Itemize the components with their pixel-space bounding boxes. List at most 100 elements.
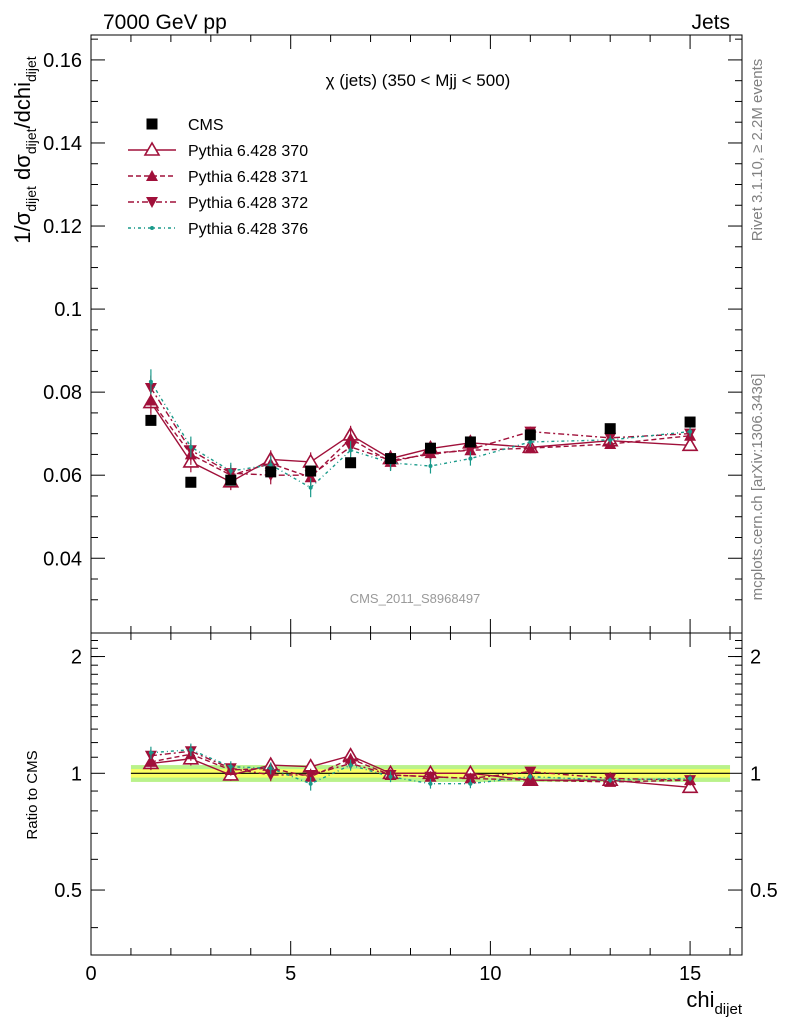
- series-line-p376: [150, 381, 691, 489]
- ratio-point-p372: [264, 769, 277, 781]
- legend-label: CMS: [188, 117, 224, 134]
- ratio-tick-label-right: 2: [750, 647, 761, 669]
- ratio-point-p372: [304, 769, 317, 781]
- legend-item-p376: Pythia 6.428 376: [128, 221, 308, 238]
- point-p376: [228, 469, 233, 474]
- ratio-point-p372: [424, 771, 437, 783]
- y-tick-label: 0.04: [43, 548, 82, 570]
- legend-label: Pythia 6.428 376: [188, 221, 308, 238]
- svg-text:1/σdijet dσdijet/dchidijet: 1/σdijet dσdijet/dchidijet: [10, 56, 39, 244]
- point-p376: [348, 448, 353, 453]
- point-p376: [608, 437, 613, 442]
- ratio-point-p376: [688, 776, 693, 781]
- ratio-point-p376: [308, 781, 313, 786]
- y-tick-label: 0.12: [43, 216, 82, 238]
- point-cms: [265, 466, 277, 478]
- point-p371: [524, 442, 537, 454]
- ratio-frame: [90, 632, 743, 956]
- ratio-axis-title: Ratio to CMS: [24, 750, 41, 839]
- legend-item-p370: Pythia 6.428 370: [128, 141, 308, 160]
- x-tick-label: 10: [479, 963, 501, 985]
- ratio-point-p372: [524, 766, 537, 778]
- x-tick-label: 0: [85, 963, 96, 985]
- legend-label: Pythia 6.428 370: [188, 143, 308, 160]
- point-p370: [681, 436, 699, 452]
- legend-item-p372: Pythia 6.428 372: [128, 195, 308, 212]
- point-p376: [308, 485, 313, 490]
- ratio-point-p376: [388, 774, 393, 779]
- legend-marker: [146, 197, 158, 208]
- y-tick-label: 0.1: [54, 299, 82, 321]
- point-cms: [684, 416, 696, 428]
- rivet-label: Rivet 3.1.10, ≥ 2.2M events: [749, 59, 766, 242]
- x-axis-title: chidijet: [686, 987, 742, 1018]
- point-p376: [188, 444, 193, 449]
- y-tick-label: 0.16: [43, 50, 82, 72]
- ratio-point-p376: [428, 781, 433, 786]
- point-p376: [428, 464, 433, 469]
- ratio-tick-label: 1: [71, 763, 82, 785]
- ratio-point-p376: [608, 778, 613, 783]
- y-axis-title: 1/σdijet dσdijet/dchidijet: [10, 56, 39, 244]
- point-cms: [225, 474, 237, 486]
- header-right: Jets: [691, 11, 730, 34]
- header-left: 7000 GeV pp: [103, 11, 227, 34]
- legend-item-cms: CMS: [146, 117, 224, 134]
- legend-marker: [146, 118, 158, 130]
- point-cms: [604, 423, 616, 435]
- point-p376: [688, 429, 693, 434]
- series-line-p370: [150, 402, 691, 483]
- series-p376: [148, 369, 693, 498]
- legend-marker: [143, 141, 161, 156]
- ratio-point-p376: [468, 781, 473, 786]
- x-tick-label: 5: [285, 963, 296, 985]
- point-p376: [468, 456, 473, 461]
- ratio-line-p371: [150, 753, 691, 783]
- legend-marker: [146, 170, 158, 181]
- legend-marker: [150, 226, 154, 230]
- point-cms: [464, 436, 476, 448]
- ratio-point-p376: [268, 766, 273, 771]
- ratio-point-p372: [464, 773, 477, 785]
- series: [142, 369, 699, 498]
- ratio-tick-label: 0.5: [54, 880, 82, 902]
- y-tick-label: 0.08: [43, 382, 82, 404]
- point-cms: [185, 476, 197, 488]
- ratio-series: [142, 743, 699, 794]
- legend-label: Pythia 6.428 372: [188, 195, 308, 212]
- main-title: χ (jets) (350 < Mjj < 500): [326, 71, 511, 90]
- point-p376: [268, 462, 273, 467]
- legend-label: Pythia 6.428 371: [188, 169, 308, 186]
- series-line-p372: [150, 387, 691, 476]
- ratio-point-p376: [148, 750, 153, 755]
- point-cms: [524, 429, 536, 441]
- mcplots-label: mcplots.cern.ch [arXiv:1306.3436]: [749, 374, 766, 601]
- point-p376: [148, 379, 153, 384]
- ratio-tick-label: 2: [71, 647, 82, 669]
- point-cms: [305, 465, 317, 477]
- ratio-point-p376: [228, 764, 233, 769]
- series-cms: [145, 414, 696, 488]
- point-cms: [385, 453, 397, 465]
- x-tick-label: 15: [679, 963, 701, 985]
- ratio-point-p376: [188, 747, 193, 752]
- ratio-point-p370: [681, 778, 699, 794]
- ratio-point-p376: [528, 774, 533, 779]
- point-cms: [145, 414, 157, 426]
- ratio-line-p376: [150, 749, 691, 785]
- legend-item-p371: Pythia 6.428 371: [128, 169, 308, 186]
- y-tick-label: 0.06: [43, 465, 82, 487]
- ratio-point-p376: [348, 763, 353, 768]
- point-p376: [528, 439, 533, 444]
- point-cms: [424, 442, 436, 454]
- ratio-tick-label-right: 1: [750, 763, 761, 785]
- ratio-series-p376: [148, 743, 693, 791]
- point-cms: [345, 457, 357, 469]
- ratio-tick-label-right: 0.5: [750, 880, 778, 902]
- ticks: 0 5 10 15 0.04 0.06 0.08 0.1 0.12 0.14 0.16 0.5 0.5 1…: [43, 35, 778, 985]
- legend: CMS Pythia 6.428 370 Pythia 6.428 371 Pythi…: [128, 117, 308, 238]
- series-line-p371: [150, 400, 691, 479]
- y-tick-label: 0.14: [43, 133, 82, 155]
- ratio-line-p372: [150, 750, 691, 781]
